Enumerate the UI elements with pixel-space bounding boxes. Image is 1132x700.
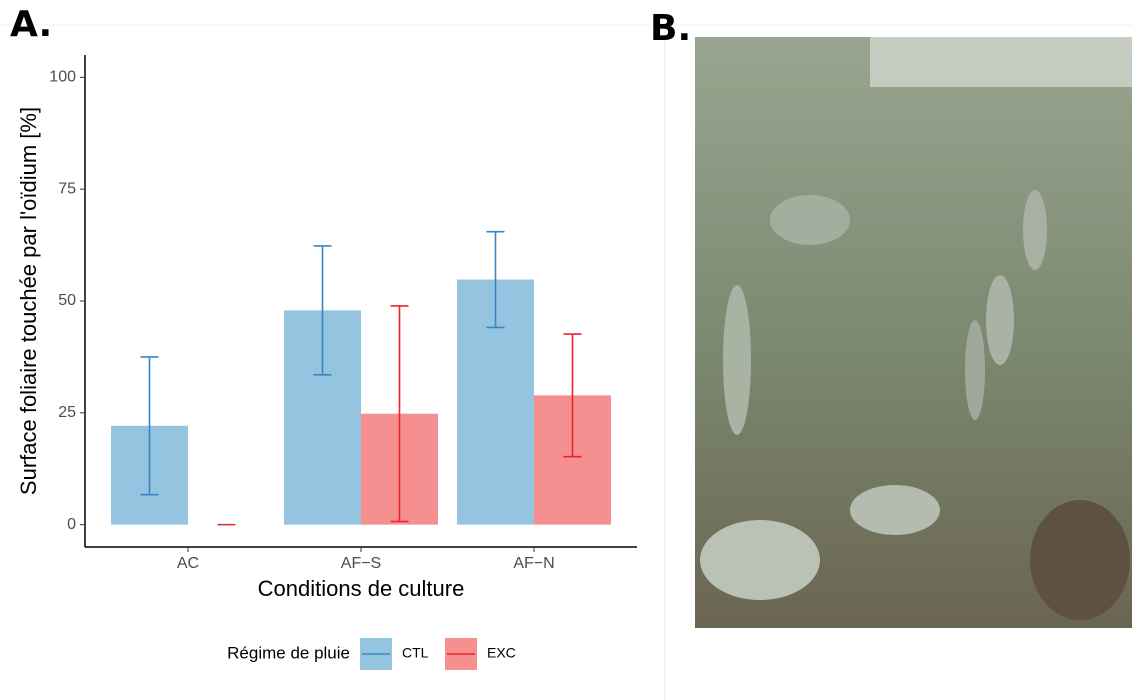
error-bar xyxy=(313,245,332,376)
x-tick-label: AC xyxy=(177,555,199,572)
legend-label: EXC xyxy=(487,645,516,661)
x-tick-label: AF−N xyxy=(513,555,554,572)
error-bar xyxy=(390,305,409,523)
panel-label: B. xyxy=(650,8,691,49)
error-bar xyxy=(486,230,505,329)
x-tick-label: AF−S xyxy=(341,555,381,572)
y-tick-label: 0 xyxy=(67,516,76,533)
y-tick-label: 75 xyxy=(58,180,76,197)
panel-label: A. xyxy=(10,4,52,45)
y-tick-label: 100 xyxy=(49,69,76,86)
x-axis-title: Conditions de culture xyxy=(258,576,465,601)
legend-title: Régime de pluie xyxy=(227,643,350,662)
y-tick-label: 50 xyxy=(58,292,76,309)
legend-label: CTL xyxy=(402,645,429,661)
error-bar xyxy=(563,333,582,458)
y-tick-label: 25 xyxy=(58,404,76,421)
y-axis-title: Surface foliaire touchée par l'oïdium [%… xyxy=(16,107,41,495)
chart: Surface foliaire touchée par l'oïdium [%… xyxy=(16,55,637,662)
error-bar xyxy=(140,356,159,496)
photo xyxy=(695,37,1132,628)
